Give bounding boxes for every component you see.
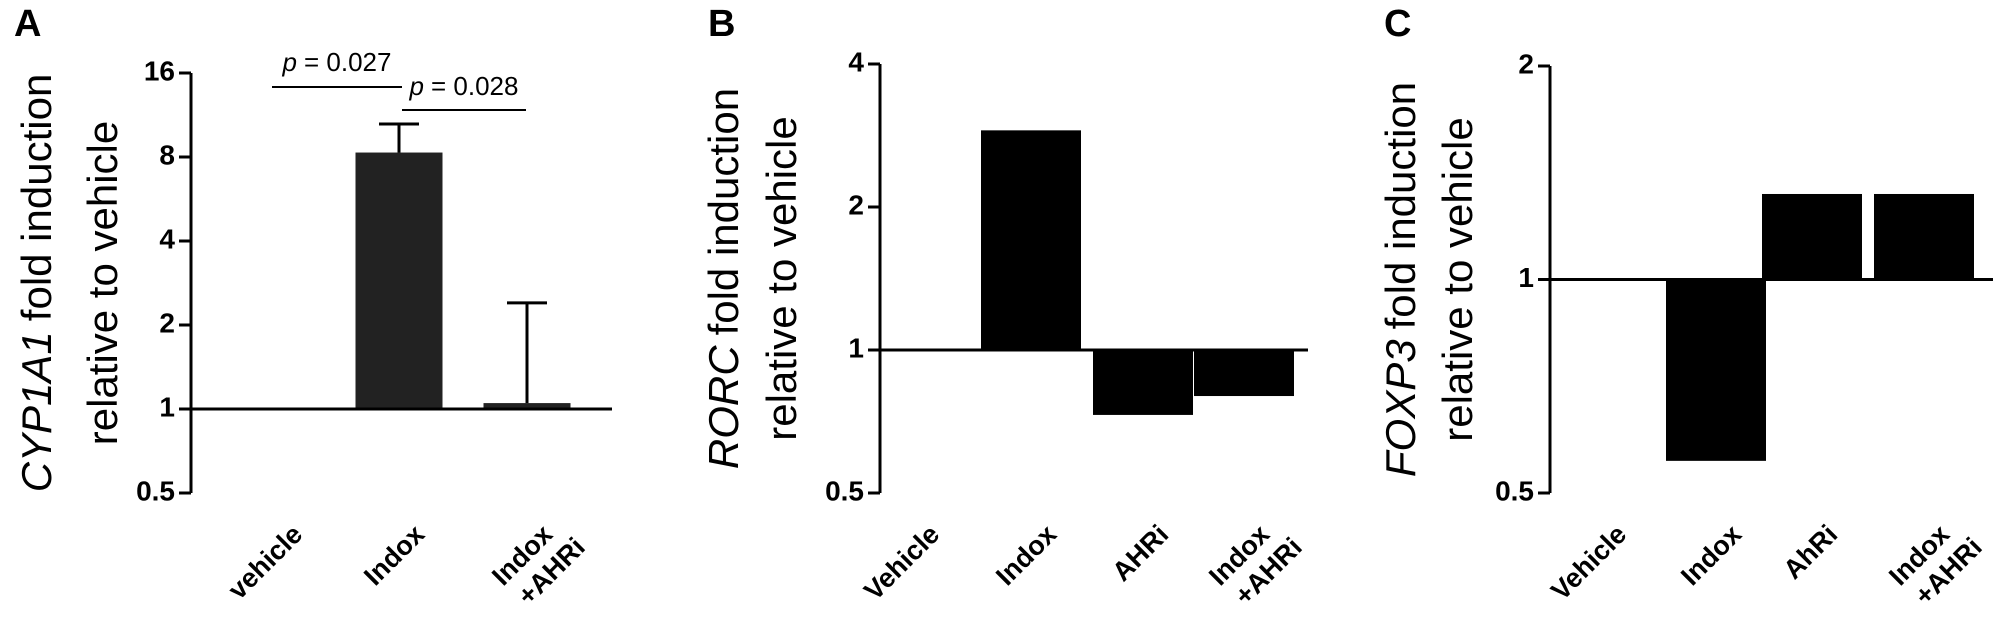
x-tick-label: Vehicle bbox=[1545, 519, 1632, 606]
y-axis-label-gene: FOXP3 bbox=[1377, 339, 1424, 477]
bar bbox=[1194, 350, 1294, 397]
x-tick-label-group: Indox bbox=[358, 519, 430, 591]
bar bbox=[981, 130, 1081, 350]
bar bbox=[1093, 350, 1193, 415]
y-tick-label: 1 bbox=[848, 332, 864, 363]
x-tick-label-group: Vehicle bbox=[858, 519, 945, 606]
annotation: p = 0.028 bbox=[409, 71, 519, 101]
y-tick-label: 1 bbox=[159, 391, 175, 422]
bar bbox=[1762, 193, 1862, 280]
y-axis-label: relative to vehicle bbox=[758, 116, 805, 441]
bar bbox=[483, 403, 571, 409]
annotation-p: p bbox=[282, 47, 297, 77]
y-axis-label-gene: CYP1A1 bbox=[13, 331, 60, 492]
annotation-p: p bbox=[409, 71, 424, 101]
y-tick-label: 2 bbox=[159, 307, 175, 338]
y-tick-label: 2 bbox=[1518, 48, 1534, 79]
x-tick-label-group: vehicle bbox=[222, 519, 308, 605]
y-axis-label: relative to vehicle bbox=[79, 121, 126, 446]
x-tick-label: Indox bbox=[1675, 519, 1747, 591]
y-axis-label-text: fold induction bbox=[13, 74, 60, 322]
x-tick-label-group: Indox bbox=[990, 519, 1062, 591]
bar bbox=[355, 152, 443, 410]
error-bar bbox=[507, 301, 547, 404]
y-axis-label: FOXP3 fold induction bbox=[1377, 82, 1424, 477]
x-tick-label: AHRi bbox=[1106, 519, 1174, 587]
y-tick-label: 8 bbox=[159, 139, 175, 170]
annotation-text: = 0.028 bbox=[431, 71, 518, 101]
annotation: p = 0.027 bbox=[282, 47, 392, 77]
x-tick-label-group: AHRi bbox=[1106, 519, 1174, 587]
y-tick-label: 4 bbox=[848, 46, 864, 77]
x-tick-label-group: AhRi bbox=[1778, 519, 1844, 585]
x-tick-label: Vehicle bbox=[858, 519, 945, 606]
y-tick-label: 16 bbox=[144, 55, 175, 86]
panel-label: C bbox=[1384, 3, 1411, 45]
y-tick-label: 0.5 bbox=[136, 475, 175, 506]
y-axis-label-text: fold induction bbox=[1377, 82, 1424, 330]
annotation-text: = 0.027 bbox=[304, 47, 391, 77]
x-tick-label-group: Indox+AHRi bbox=[1203, 519, 1308, 611]
y-axis-label: RORC fold induction bbox=[700, 88, 747, 469]
panel-label: A bbox=[14, 3, 41, 45]
x-tick-label: vehicle bbox=[222, 519, 308, 605]
bar bbox=[1666, 279, 1766, 461]
x-tick-label-group: Indox+AHRi bbox=[486, 519, 591, 611]
y-tick-label: 2 bbox=[848, 189, 864, 220]
x-tick-label-group: Vehicle bbox=[1545, 519, 1632, 606]
x-tick-label-group: Indox+AHRi bbox=[1883, 519, 1988, 611]
y-axis-label: relative to vehicle bbox=[1434, 117, 1481, 442]
x-tick-label: Indox bbox=[990, 519, 1062, 591]
y-axis-label: CYP1A1 fold induction bbox=[13, 74, 60, 493]
y-axis-label-text: fold induction bbox=[700, 88, 747, 336]
y-tick-label: 0.5 bbox=[1495, 475, 1534, 506]
x-tick-label: AhRi bbox=[1778, 519, 1844, 585]
x-tick-label: Indox bbox=[358, 519, 430, 591]
y-tick-label: 0.5 bbox=[825, 475, 864, 506]
y-axis-label-gene: RORC bbox=[700, 345, 747, 469]
error-bar bbox=[379, 122, 419, 153]
x-tick-label-group: Indox bbox=[1675, 519, 1747, 591]
bar bbox=[1874, 193, 1974, 280]
panel-label: B bbox=[708, 3, 735, 45]
y-tick-label: 4 bbox=[159, 223, 175, 254]
y-tick-label: 1 bbox=[1518, 262, 1534, 293]
